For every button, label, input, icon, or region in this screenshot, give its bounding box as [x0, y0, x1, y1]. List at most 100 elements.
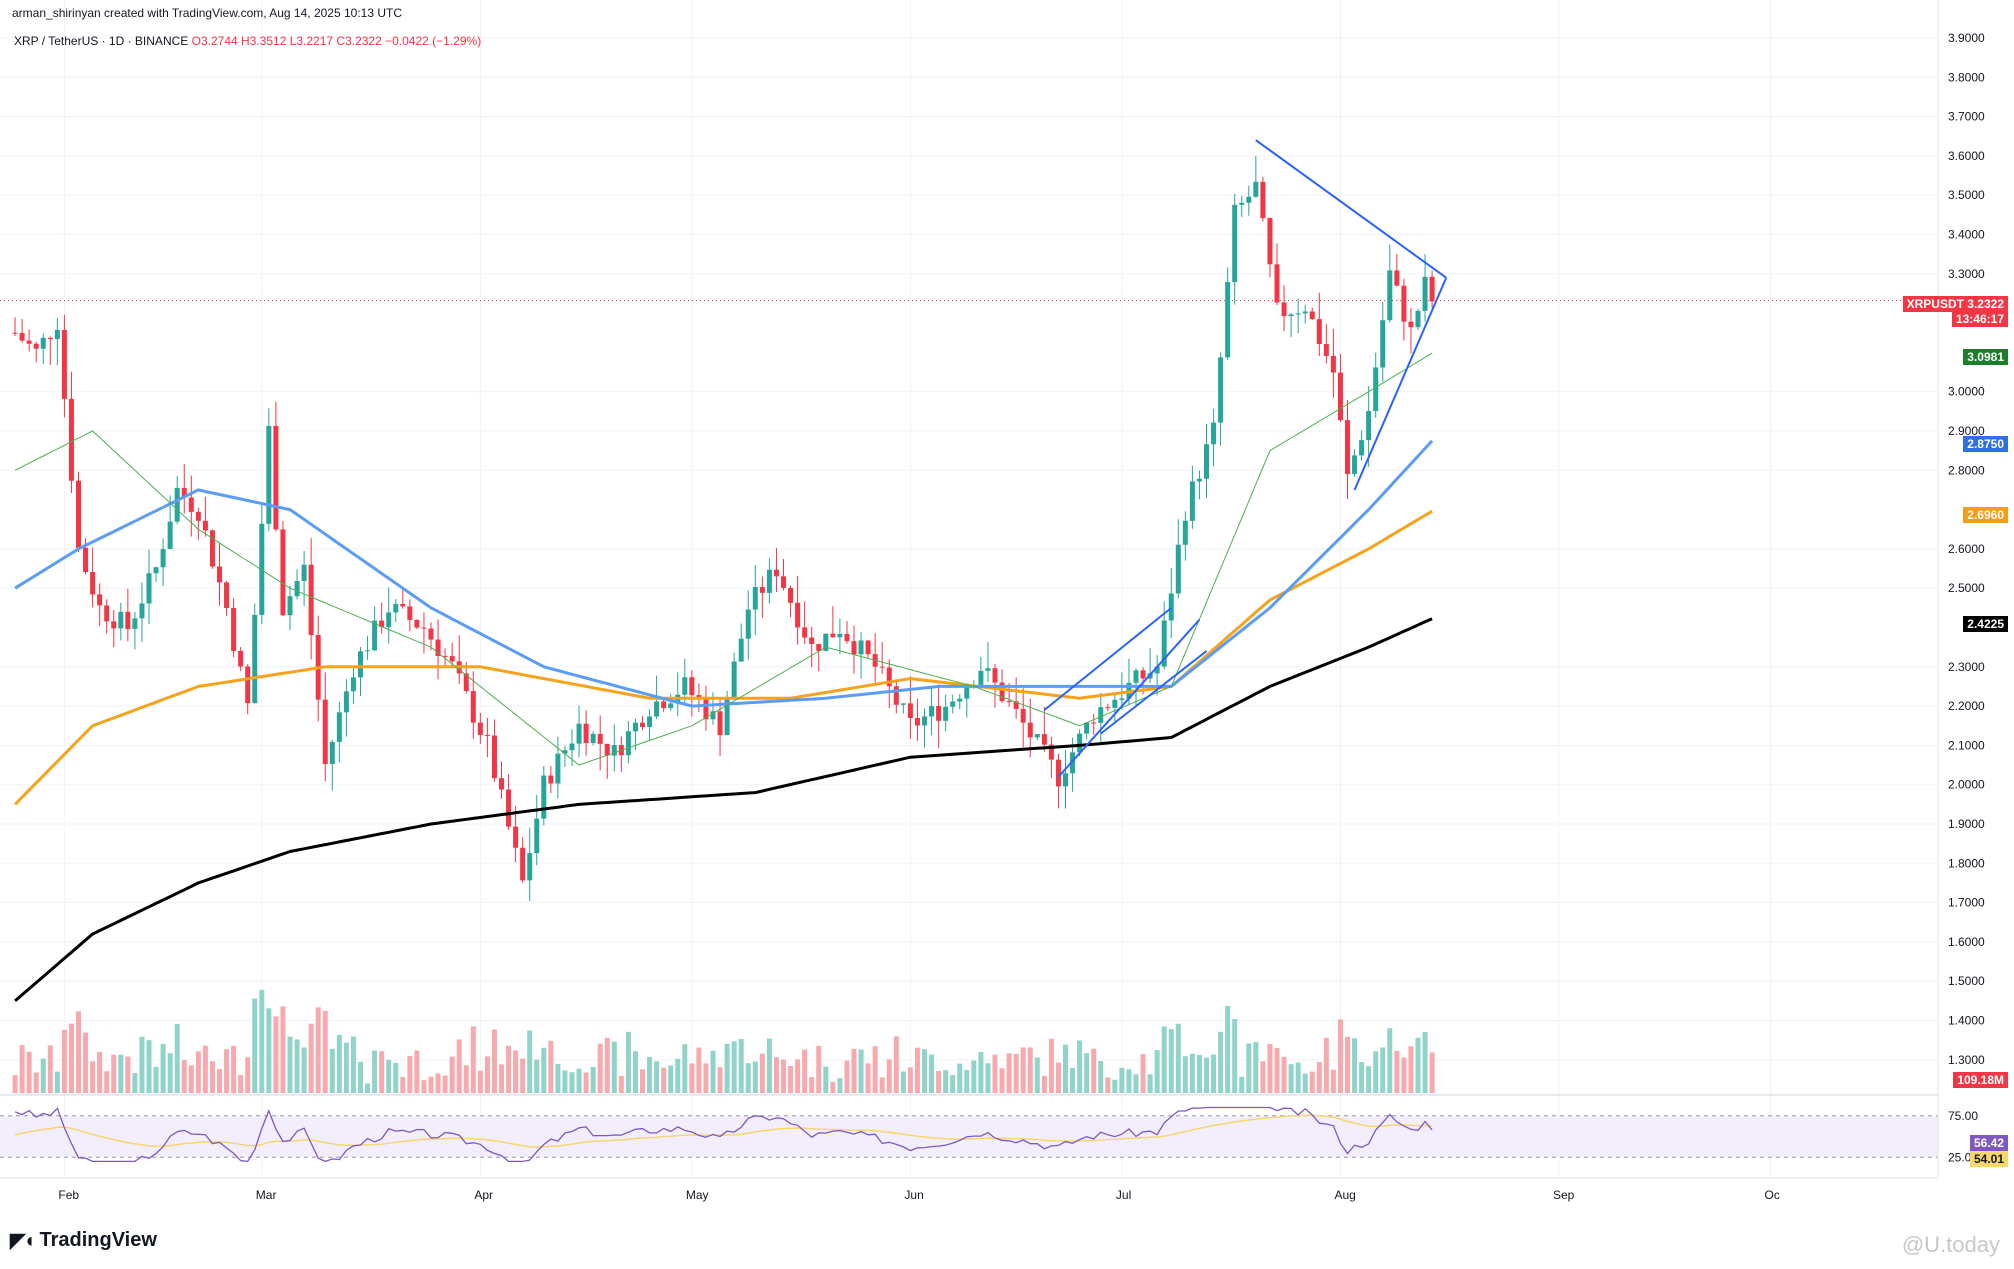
volume-bar	[322, 1010, 328, 1093]
volume-bar	[484, 1056, 490, 1093]
candle-body	[90, 572, 96, 595]
x-tick-label: Jul	[1116, 1188, 1131, 1202]
candle-body	[738, 638, 744, 662]
volume-bar	[491, 1029, 497, 1093]
y-tick-label: 3.9000	[1948, 31, 1985, 45]
volume-bar	[1337, 1019, 1343, 1093]
candle-body	[470, 691, 476, 723]
volume-bar	[463, 1065, 469, 1093]
candle-body	[816, 643, 822, 651]
candle-body	[703, 699, 709, 720]
moving-averages	[14, 352, 1434, 1003]
candle-body	[569, 743, 575, 751]
volume-bar	[1091, 1048, 1097, 1093]
volume-bar	[1352, 1038, 1358, 1093]
candle-body	[851, 641, 857, 655]
volume-bar	[1105, 1077, 1111, 1093]
volume-bar	[1380, 1047, 1386, 1093]
volume-bar	[802, 1049, 808, 1093]
candle-body	[1154, 666, 1160, 674]
volume-bar	[209, 1061, 215, 1093]
y-tick-label: 3.0000	[1948, 385, 1985, 399]
volume-bar	[703, 1063, 709, 1093]
y-tick-label: 3.7000	[1948, 110, 1985, 124]
symbol-legend[interactable]: XRP / TetherUS · 1D · BINANCE O3.2744 H3…	[14, 34, 481, 48]
x-tick-label: Apr	[474, 1188, 493, 1202]
candle-body	[421, 627, 427, 629]
candle-body	[491, 735, 497, 779]
volume-bar	[618, 1076, 624, 1093]
volume-bar	[773, 1057, 779, 1093]
candle-body	[766, 569, 772, 593]
volume-bar	[1196, 1054, 1202, 1093]
last-price: 3.2322	[1967, 297, 2004, 311]
volume-bar	[907, 1067, 913, 1093]
volume-bar	[654, 1061, 660, 1093]
volume-bar	[569, 1072, 575, 1093]
candle-body	[865, 640, 871, 655]
volume-bar	[456, 1039, 462, 1093]
candle-body	[231, 607, 237, 651]
volume-bar	[1063, 1044, 1068, 1093]
candle-body	[513, 826, 519, 848]
volume-bar	[90, 1061, 96, 1093]
volume-bar	[336, 1034, 342, 1093]
volume-bar	[1161, 1026, 1167, 1093]
candle-body	[104, 605, 110, 622]
volume-bar	[1401, 1057, 1407, 1093]
volume-bar	[950, 1074, 956, 1093]
volume-bar	[217, 1069, 222, 1093]
volume-bar	[1239, 1076, 1245, 1093]
volume-bar	[195, 1051, 201, 1093]
candle-body	[322, 699, 328, 764]
candle-body	[625, 731, 631, 756]
candle-body	[1119, 698, 1125, 700]
volume-bar	[766, 1038, 772, 1093]
trendlines[interactable]	[1043, 139, 1448, 778]
volume-bar	[1309, 1071, 1315, 1093]
candle-body	[125, 611, 131, 629]
volume-bar	[442, 1075, 448, 1093]
y-tick-label: 3.3000	[1948, 267, 1985, 281]
candle-body	[1105, 707, 1111, 709]
candle-body	[1345, 420, 1350, 474]
tradingview-logo[interactable]: ◤◖ TradingView	[10, 1228, 157, 1253]
candle-body	[1041, 734, 1047, 745]
candle-body	[1161, 620, 1167, 667]
candle-body	[1034, 734, 1040, 738]
volume-bar	[886, 1059, 892, 1093]
volume-bar	[111, 1054, 117, 1093]
chart-credit: arman_shirinyan created with TradingView…	[12, 6, 402, 20]
volume-bar	[160, 1043, 166, 1093]
candlesticks	[12, 156, 1435, 902]
candle-body	[1330, 355, 1336, 373]
volume-bar	[1140, 1054, 1146, 1093]
volume-bar	[1274, 1047, 1280, 1093]
volume-bar	[1232, 1018, 1238, 1093]
volume-bar	[1098, 1060, 1104, 1093]
volume-bar	[1260, 1061, 1266, 1093]
volume-bar	[1034, 1057, 1040, 1093]
volume-bar	[1422, 1031, 1428, 1093]
candle-body	[1112, 699, 1118, 708]
logo-text: TradingView	[39, 1229, 157, 1251]
candle-body	[1260, 181, 1266, 219]
candle-body	[97, 594, 103, 606]
candle-body	[294, 580, 300, 597]
candle-body	[68, 398, 74, 481]
candle-body	[1246, 196, 1252, 203]
volume-bar	[97, 1051, 103, 1093]
candle-body	[33, 343, 39, 349]
candle-body	[1063, 773, 1068, 787]
volume-bar	[26, 1051, 32, 1093]
volume-bar	[823, 1066, 829, 1093]
candle-body	[386, 612, 392, 628]
candle-body	[773, 569, 779, 577]
candle-body	[372, 620, 378, 651]
ma-blue-line	[14, 439, 1434, 708]
candle-body	[160, 549, 166, 568]
volume-bar	[1077, 1040, 1083, 1093]
volume-bar	[1027, 1047, 1033, 1093]
ma-blue-tag: 2.8750	[1963, 436, 2008, 452]
